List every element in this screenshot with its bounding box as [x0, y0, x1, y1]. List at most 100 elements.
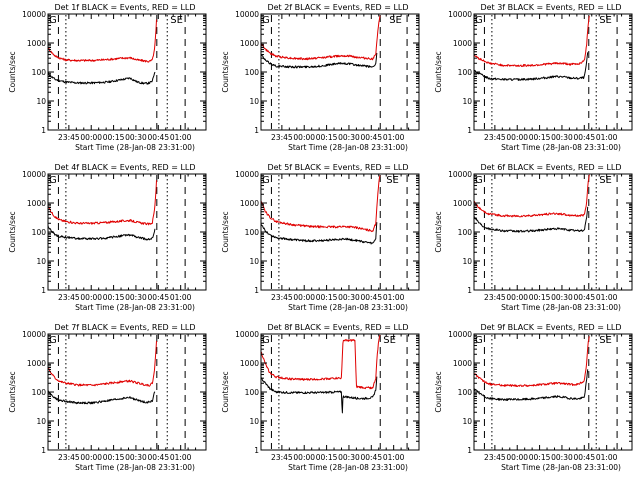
series-lld-line [48, 340, 158, 387]
y-tick-label: 100 [32, 228, 47, 237]
y-tick-label: 1 [467, 286, 472, 295]
y-axis-label: Counts/sec [434, 211, 443, 252]
y-axis-label: Counts/sec [221, 371, 230, 412]
y-tick-label: 10000 [448, 330, 472, 339]
x-tick-label: 01:00 [170, 293, 192, 302]
panel-title: Det 6f BLACK = Events, RED = LLD [480, 163, 621, 172]
detector-panel-9: Det 9f BLACK = Events, RED = LLD 1 10 100 10… [434, 323, 633, 472]
series-lld-line [474, 336, 590, 388]
x-tick-label: 01:00 [596, 293, 618, 302]
detector-panel-2: Det 2f BLACK = Events, RED = LLD 1 10 100 10… [221, 3, 420, 152]
panel-title: Det 8f BLACK = Events, RED = LLD [267, 323, 408, 332]
detector-panel-1: Det 1f BLACK = Events, RED = LLD 1 10 100 10… [8, 3, 207, 152]
x-axis-label: Start Time (28-Jan-08 23:31:00) [288, 303, 408, 312]
detector-panel-5: Det 5f BLACK = Events, RED = LLD 1 10 100 10… [221, 163, 420, 312]
y-tick-label: 1000 [240, 199, 259, 208]
x-tick-label: 00:15 [529, 133, 551, 142]
x-tick-label: 00:15 [103, 453, 125, 462]
x-axis-label: Start Time (28-Jan-08 23:31:00) [75, 303, 195, 312]
x-tick-label: 00:45 [147, 133, 169, 142]
x-tick-label: 23:45 [58, 293, 80, 302]
series-group [48, 19, 158, 85]
x-tick-label: 23:45 [58, 133, 80, 142]
x-tick-label: 00:45 [573, 133, 595, 142]
series-events-line [474, 206, 589, 233]
series-group [48, 340, 158, 405]
x-tick-label: 01:00 [596, 133, 618, 142]
annotation-se: SE [389, 15, 402, 26]
x-tick-label: 23:45 [484, 133, 506, 142]
series-group [48, 180, 158, 241]
y-tick-label: 10 [36, 97, 46, 106]
y-tick-label: 1000 [27, 199, 46, 208]
x-tick-label: 00:00 [293, 133, 315, 142]
y-tick-label: 1000 [27, 359, 46, 368]
y-tick-label: 1000 [240, 359, 259, 368]
detector-panel-3: Det 3f BLACK = Events, RED = LLD 1 10 100 10… [434, 3, 633, 152]
detector-panel-7: Det 7f BLACK = Events, RED = LLD 1 10 100 10… [8, 323, 207, 472]
annotation-g: G [262, 15, 270, 26]
x-tick-label: 01:00 [596, 453, 618, 462]
x-axis-label: Start Time (28-Jan-08 23:31:00) [288, 143, 408, 152]
series-events-line [474, 369, 589, 401]
series-group [474, 336, 590, 401]
panel-title: Det 3f BLACK = Events, RED = LLD [480, 3, 621, 12]
x-tick-label: 00:00 [80, 453, 102, 462]
x-tick-label: 01:00 [170, 453, 192, 462]
y-tick-label: 10 [36, 417, 46, 426]
x-axis-label: Start Time (28-Jan-08 23:31:00) [501, 143, 621, 152]
series-lld-line [48, 19, 158, 63]
y-tick-label: 10 [249, 257, 259, 266]
x-tick-label: 00:15 [316, 133, 338, 142]
panel-title: Det 5f BLACK = Events, RED = LLD [267, 163, 408, 172]
annotation-g: G [262, 175, 270, 186]
y-tick-label: 100 [458, 388, 473, 397]
x-tick-label: 23:45 [271, 453, 293, 462]
series-events-line [261, 376, 378, 414]
y-tick-label: 10 [462, 97, 472, 106]
y-tick-label: 10 [462, 257, 472, 266]
y-tick-label: 1 [467, 126, 472, 135]
x-tick-label: 23:45 [58, 453, 80, 462]
y-tick-label: 1 [41, 446, 46, 455]
y-tick-label: 10 [249, 417, 259, 426]
x-tick-label: 00:00 [80, 293, 102, 302]
y-axis-label: Counts/sec [434, 51, 443, 92]
annotation-se: SE [383, 335, 396, 346]
annotation-g: G [49, 15, 57, 26]
y-tick-label: 1 [41, 126, 46, 135]
panel-title: Det 4f BLACK = Events, RED = LLD [54, 163, 195, 172]
y-tick-label: 1 [254, 126, 259, 135]
series-group [261, 175, 381, 245]
x-tick-label: 00:15 [316, 453, 338, 462]
panel-title: Det 9f BLACK = Events, RED = LLD [480, 323, 621, 332]
y-tick-label: 10000 [448, 170, 472, 179]
y-axis-label: Counts/sec [221, 211, 230, 252]
x-tick-label: 01:00 [170, 133, 192, 142]
annotation-se: SE [599, 335, 612, 346]
y-tick-label: 10000 [235, 10, 259, 19]
x-tick-label: 00:15 [316, 293, 338, 302]
x-tick-label: 00:00 [293, 453, 315, 462]
detector-panel-8: Det 8f BLACK = Events, RED = LLD 1 10 100 10… [221, 323, 420, 472]
x-tick-label: 01:00 [383, 133, 405, 142]
x-tick-label: 00:45 [573, 293, 595, 302]
annotation-se: SE [599, 175, 612, 186]
x-tick-label: 00:30 [338, 133, 360, 142]
y-axis-label: Counts/sec [8, 211, 17, 252]
x-tick-label: 00:30 [338, 293, 360, 302]
y-tick-label: 10000 [22, 330, 46, 339]
x-tick-label: 00:15 [529, 293, 551, 302]
x-tick-label: 00:00 [506, 133, 528, 142]
y-tick-label: 100 [32, 68, 47, 77]
y-tick-label: 100 [458, 68, 473, 77]
series-events-line [474, 52, 589, 81]
x-tick-label: 00:30 [551, 453, 573, 462]
series-lld-line [48, 180, 158, 226]
x-tick-label: 00:00 [293, 293, 315, 302]
y-tick-label: 10000 [235, 330, 259, 339]
x-tick-label: 00:00 [506, 293, 528, 302]
series-group [261, 334, 381, 414]
annotation-g: G [475, 335, 483, 346]
y-tick-label: 1 [254, 446, 259, 455]
